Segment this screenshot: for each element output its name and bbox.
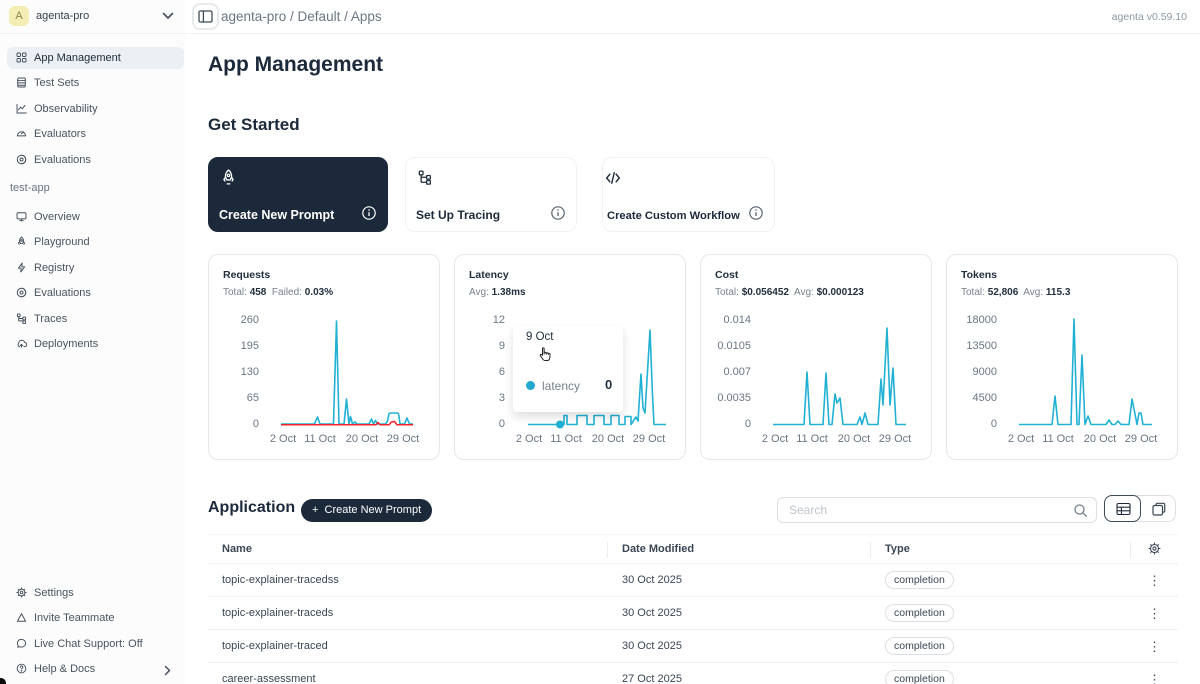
svg-text:0: 0 [745,418,751,430]
svg-text:0: 0 [253,418,259,430]
svg-text:18000: 18000 [966,314,997,326]
svg-text:20 Oct: 20 Oct [592,433,624,445]
svg-text:0.007: 0.007 [723,366,751,378]
svg-text:65: 65 [247,392,259,404]
svg-text:13500: 13500 [966,340,997,352]
svg-text:6: 6 [499,366,505,378]
svg-text:29 Oct: 29 Oct [879,433,911,445]
svg-text:20 Oct: 20 Oct [838,433,870,445]
svg-text:9: 9 [499,340,505,352]
svg-text:11 Oct: 11 Oct [550,433,582,445]
svg-text:11 Oct: 11 Oct [1042,433,1074,445]
svg-text:29 Oct: 29 Oct [387,433,419,445]
svg-text:0: 0 [991,418,997,430]
svg-text:20 Oct: 20 Oct [346,433,378,445]
svg-text:9000: 9000 [973,366,997,378]
svg-text:2 Oct: 2 Oct [270,433,296,445]
svg-text:260: 260 [241,314,259,326]
svg-text:0: 0 [499,418,505,430]
svg-text:195: 195 [241,340,259,352]
svg-text:2 Oct: 2 Oct [762,433,788,445]
svg-text:2 Oct: 2 Oct [1008,433,1034,445]
svg-text:4500: 4500 [973,392,997,404]
svg-text:29 Oct: 29 Oct [1125,433,1157,445]
svg-text:11 Oct: 11 Oct [304,433,336,445]
svg-text:3: 3 [499,392,505,404]
svg-text:12: 12 [493,314,505,326]
svg-text:0.0035: 0.0035 [717,392,751,404]
svg-text:20 Oct: 20 Oct [1084,433,1116,445]
svg-text:0.0105: 0.0105 [717,340,751,352]
svg-text:11 Oct: 11 Oct [796,433,828,445]
svg-text:130: 130 [241,366,259,378]
svg-text:0.014: 0.014 [723,314,751,326]
svg-text:29 Oct: 29 Oct [633,433,665,445]
svg-text:2 Oct: 2 Oct [516,433,542,445]
